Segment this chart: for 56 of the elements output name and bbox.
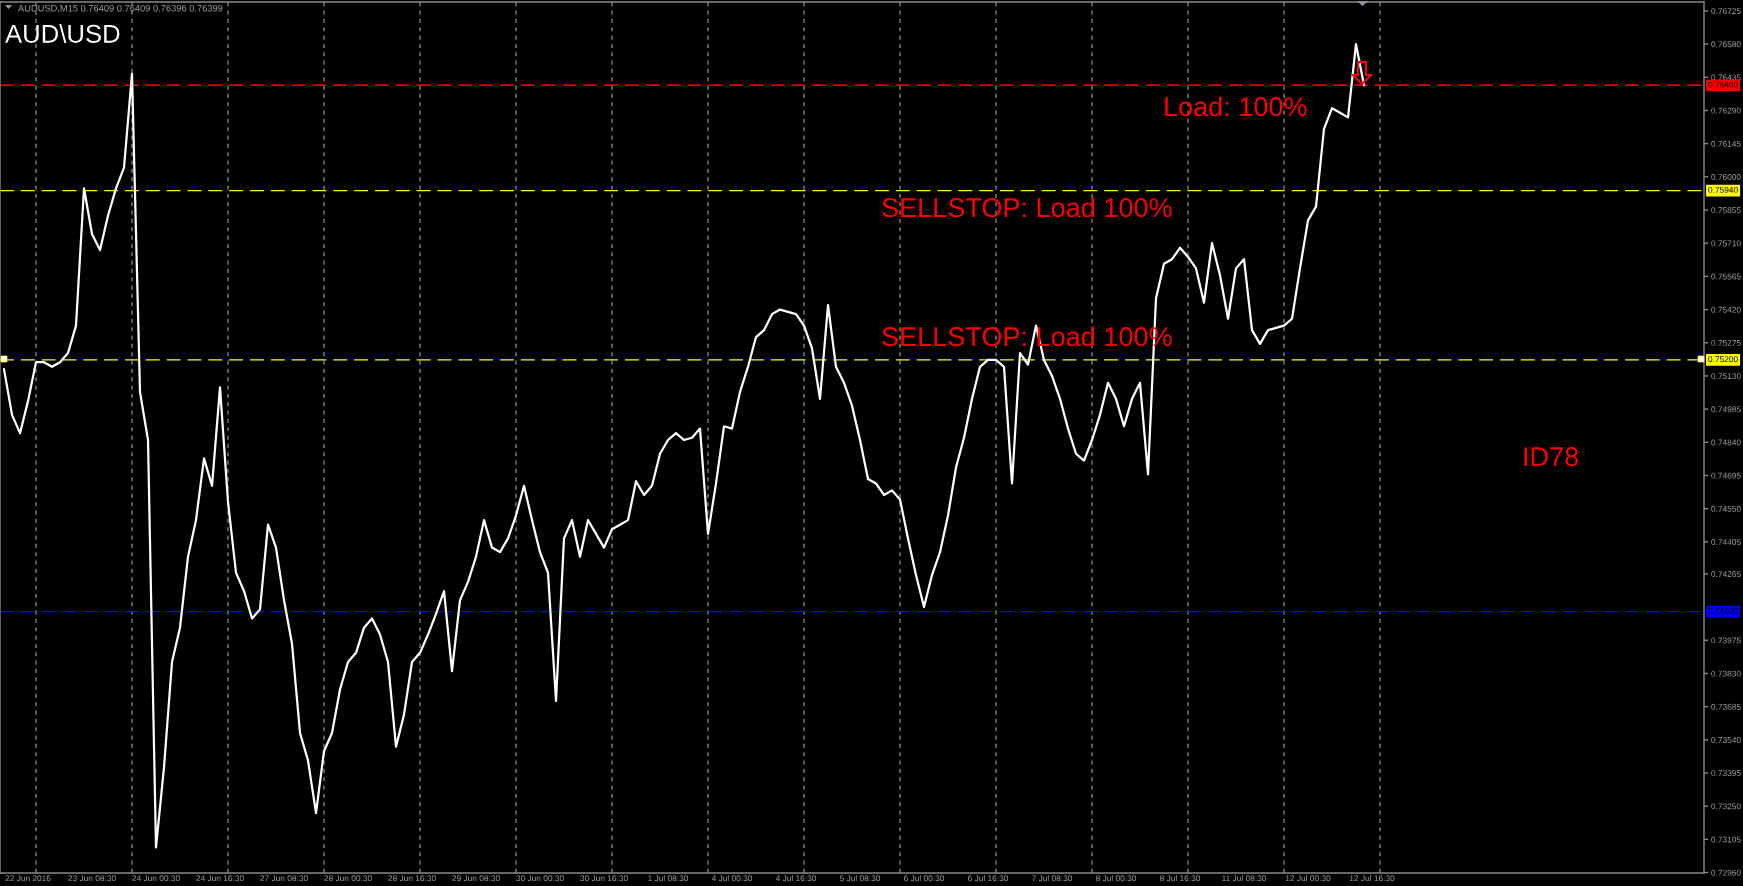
x-tick-label: 11 Jul 08:30 (1222, 875, 1267, 882)
x-tick-label: 5 Jul 08:30 (839, 875, 881, 882)
y-tick-label: 0.76725 (1711, 8, 1741, 15)
annotation: ID78 (1524, 447, 1579, 467)
ref-line-label: 0.75940 (1708, 186, 1738, 193)
y-tick-label: 0.74985 (1711, 406, 1741, 413)
x-tick-label: 1 Jul 08:30 (648, 875, 689, 882)
y-tick-label: 0.73395 (1711, 770, 1741, 777)
x-tick-label: 28 Jun 16:30 (388, 875, 436, 882)
y-tick-label: 0.73540 (1711, 737, 1741, 743)
x-tick-label: 12 Jul 00:30 (1285, 875, 1331, 882)
y-tick-label: 0.74840 (1711, 439, 1741, 446)
y-tick-label: 0.75565 (1711, 273, 1741, 280)
x-tick-label: 22 Jun 2016 (5, 875, 51, 882)
y-tick-label: 0.74550 (1711, 505, 1741, 512)
x-tick-label: 28 Jun 00:30 (324, 875, 372, 882)
y-tick-label: 0.75275 (1711, 339, 1741, 346)
y-tick-label: 0.72960 (1711, 869, 1741, 876)
x-tick-label: 24 Jun 00:30 (132, 875, 180, 882)
y-tick-label: 0.75420 (1711, 306, 1741, 313)
annotation: SELLSTOP: Load 100% (882, 197, 1172, 218)
x-tick-label: 27 Jun 08:30 (260, 875, 308, 882)
x-tick-label: 30 Jun 00:30 (516, 875, 564, 882)
y-tick-label: 0.75710 (1711, 240, 1741, 247)
x-tick-label: 24 Jun 16:30 (196, 875, 244, 882)
x-tick-label: 8 Jul 00:30 (1095, 875, 1137, 882)
y-tick-label: 0.73830 (1711, 670, 1741, 677)
y-tick-label: 0.75130 (1711, 373, 1741, 380)
y-tick-label: 0.76145 (1711, 140, 1741, 147)
x-tick-label: 30 Jun 16:30 (580, 875, 628, 882)
y-tick-label: 0.76290 (1711, 107, 1741, 114)
x-tick-label: 12 Jul 16:30 (1349, 875, 1395, 882)
x-tick-label: 4 Jul 00:30 (711, 875, 753, 882)
x-tick-label: 6 Jul 00:30 (904, 875, 945, 882)
annotation: Load: 100% (1165, 96, 1307, 117)
x-tick-label: 6 Jul 16:30 (968, 875, 1009, 882)
x-tick-label: 29 Jun 08:30 (452, 875, 500, 882)
y-tick-label: 0.74265 (1711, 571, 1741, 577)
y-tick-label: 0.73105 (1711, 836, 1741, 843)
x-tick-label: 23 Jun 08:30 (68, 875, 116, 882)
y-tick-label: 0.74405 (1711, 539, 1741, 545)
y-tick-label: 0.76000 (1711, 174, 1741, 180)
y-tick-label: 0.73685 (1711, 703, 1741, 710)
y-tick-label: 0.73975 (1711, 637, 1741, 644)
x-tick-label: 7 Jul 08:30 (1032, 875, 1073, 882)
y-tick-label: 0.75855 (1711, 207, 1741, 214)
y-tick-label: 0.73250 (1711, 803, 1741, 810)
ref-line-label: 0.74100 (1708, 607, 1738, 614)
ref-line-label: 0.75200 (1708, 356, 1738, 363)
y-tick-label: 0.76580 (1711, 41, 1741, 48)
text: AUD\USD (5, 24, 120, 43)
y-tick-label: 0.74695 (1711, 472, 1741, 479)
ref-line-label: 0.76400 (1708, 81, 1738, 88)
x-tick-label: 4 Jul 16:30 (775, 875, 817, 882)
chart-title: AUDUSD,M15 0.76409 0.76409 0.76396 0.76399 (18, 4, 223, 13)
x-tick-label: 8 Jul 16:30 (1159, 875, 1201, 882)
